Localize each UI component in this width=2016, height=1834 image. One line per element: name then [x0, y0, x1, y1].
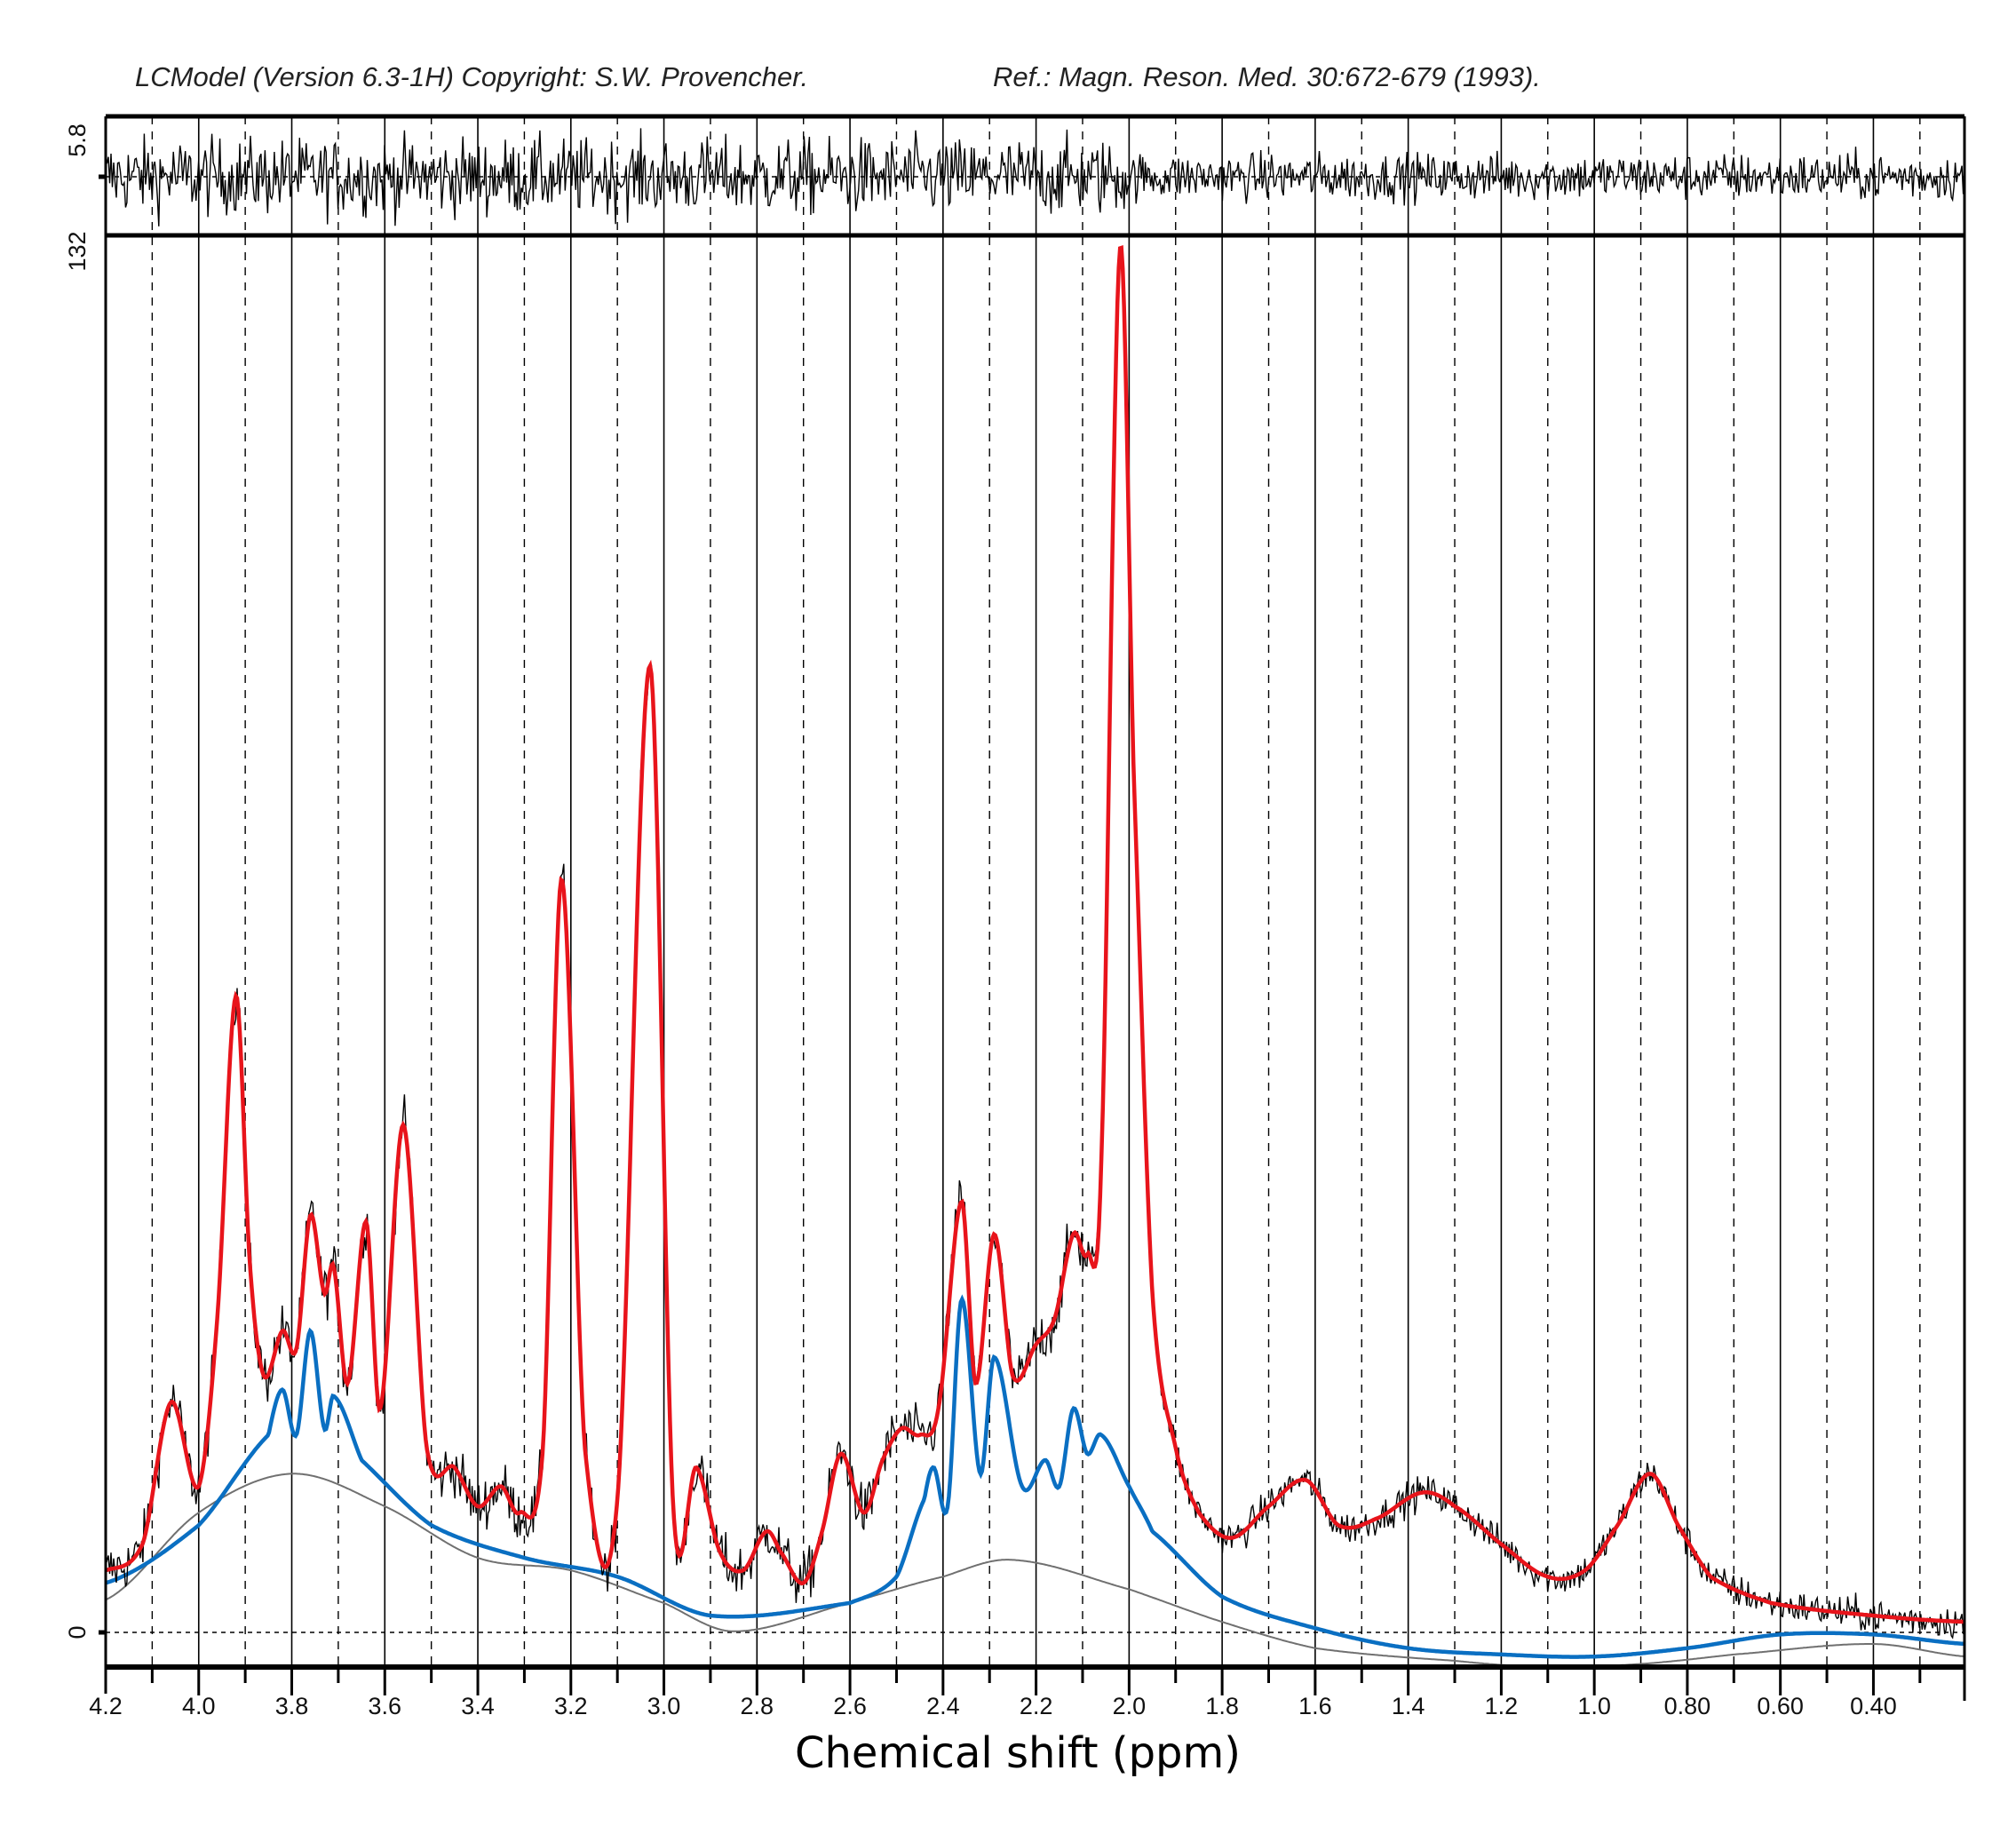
header-copyright: LCModel (Version 6.3-1H) Copyright: S.W.… — [135, 61, 808, 92]
x-tick-label: 2.8 — [741, 1693, 774, 1719]
x-tick-label: 3.8 — [275, 1693, 309, 1719]
residual-curve — [105, 128, 1965, 226]
x-tick-label: 4.0 — [182, 1693, 216, 1719]
residual-y-top-label: 5.8 — [64, 123, 91, 157]
x-tick-label: 1.2 — [1485, 1693, 1519, 1719]
x-axis-ticks: 4.2 4.0 3.8 3.6 3.4 3.2 3.0 2.8 2.6 2.4 2.2 2.0 1.8 1… — [89, 1667, 1922, 1719]
x-tick-label: 4.2 — [89, 1693, 123, 1719]
x-axis-title: Chemical shift (ppm) — [795, 1728, 1241, 1778]
plot-frames — [99, 114, 1966, 1701]
x-tick-label: 2.2 — [1020, 1693, 1053, 1719]
x-tick-label: 0.60 — [1757, 1693, 1804, 1719]
x-tick-label: 0.40 — [1850, 1693, 1897, 1719]
x-tick-label: 1.4 — [1392, 1693, 1425, 1719]
header-reference: Ref.: Magn. Reson. Med. 30:672-679 (1993… — [993, 61, 1541, 92]
x-tick-label: 3.0 — [647, 1693, 681, 1719]
component-curve — [105, 1294, 1965, 1659]
x-tick-label: 2.0 — [1113, 1693, 1147, 1719]
x-tick-label: 1.0 — [1577, 1693, 1611, 1719]
x-tick-label: 0.80 — [1664, 1693, 1711, 1719]
x-tick-label: 3.2 — [554, 1693, 588, 1719]
fit-curve — [105, 244, 1965, 1624]
main-y-zero-label: 0 — [64, 1625, 91, 1639]
gridlines — [106, 116, 1964, 1667]
x-tick-label: 3.6 — [369, 1693, 402, 1719]
x-tick-label: 1.8 — [1205, 1693, 1239, 1719]
x-tick-label: 2.4 — [926, 1693, 960, 1719]
x-tick-label: 1.6 — [1298, 1693, 1332, 1719]
x-tick-label: 3.4 — [461, 1693, 495, 1719]
spectrum-curves — [105, 128, 1965, 1669]
x-tick-label: 2.6 — [833, 1693, 867, 1719]
baseline-curve — [105, 1473, 1965, 1669]
main-y-top-label: 132 — [64, 231, 91, 271]
